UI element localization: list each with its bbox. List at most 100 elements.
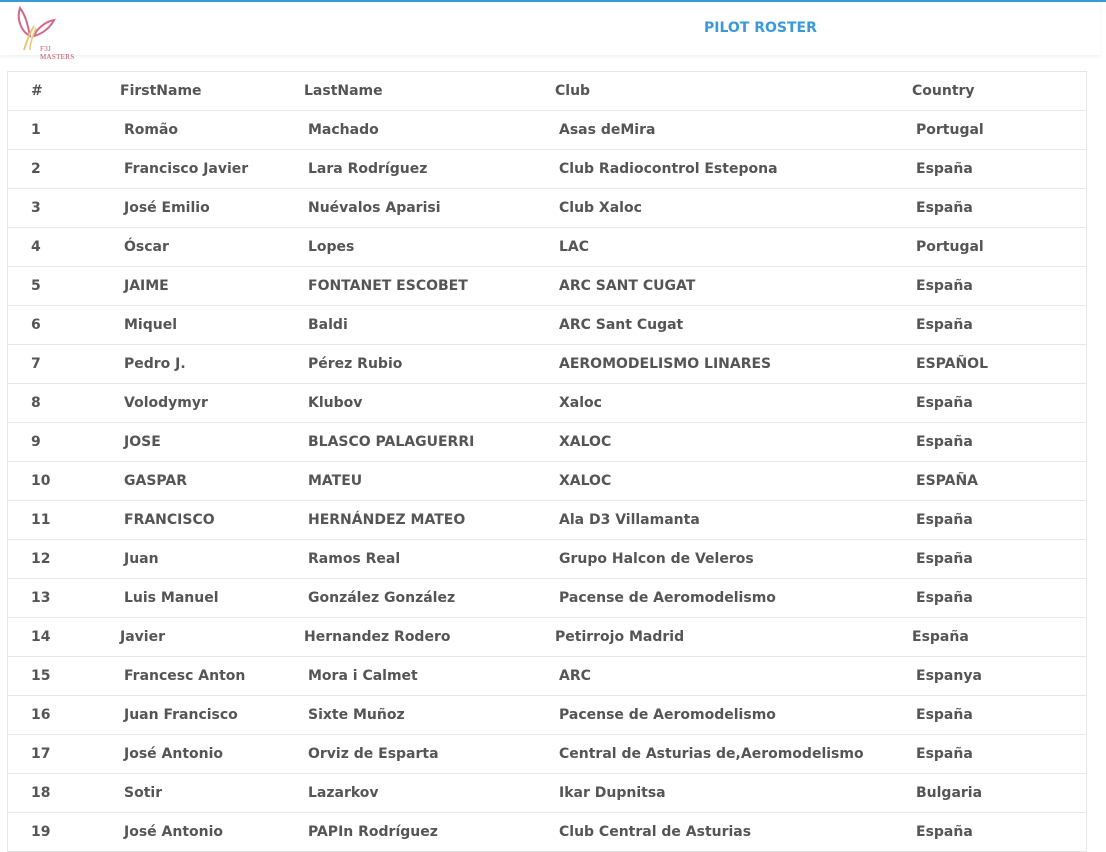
cell-country: España xyxy=(916,707,973,723)
cell-firstname: FRANCISCO xyxy=(124,512,215,528)
cell-country: Portugal xyxy=(916,122,984,138)
cell-club: Pacense de Aeromodelismo xyxy=(559,707,776,723)
cell-country: Bulgaria xyxy=(916,785,983,801)
cell-firstname: Miquel xyxy=(124,317,178,333)
table-row[interactable]: 3 José Emilio Nuévalos Aparisi Club Xaloc Es… xyxy=(8,189,1086,228)
cell-country: España xyxy=(916,746,973,762)
cell-country: España xyxy=(916,434,973,450)
cell-number: 11 xyxy=(31,512,51,528)
cell-number: 6 xyxy=(31,317,41,333)
cell-club: ARC xyxy=(559,668,591,684)
cell-firstname: Pedro J. xyxy=(124,356,186,372)
cell-club: Xaloc xyxy=(559,395,602,411)
cell-country: España xyxy=(916,161,973,177)
table-row[interactable]: 11 FRANCISCO HERNÁNDEZ MATEO Ala D3 Villama… xyxy=(8,501,1086,540)
table-row[interactable]: 17 José Antonio Orviz de Esparta Central de… xyxy=(8,735,1086,774)
table-row[interactable]: 8 Volodymyr Klubov Xaloc España xyxy=(8,384,1086,423)
cell-lastname: Machado xyxy=(308,122,379,138)
cell-firstname: Juan xyxy=(124,551,159,567)
table-row[interactable]: 6 Miquel Baldi ARC Sant Cugat España xyxy=(8,306,1086,345)
cell-lastname: BLASCO PALAGUERRI xyxy=(308,434,475,450)
cell-firstname: Sotir xyxy=(124,785,163,801)
table-row[interactable]: 14 Javier Hernandez Rodero Petirrojo Madrid… xyxy=(8,618,1086,657)
cell-lastname: Pérez Rubio xyxy=(308,356,403,372)
cell-club: LAC xyxy=(559,239,590,255)
cell-country: España xyxy=(916,590,973,606)
table-row[interactable]: 10 GASPAR MATEU XALOC ESPAÑA xyxy=(8,462,1086,501)
cell-club: XALOC xyxy=(559,473,612,489)
cell-club: Ala D3 Villamanta xyxy=(559,512,700,528)
cell-firstname: Volodymyr xyxy=(124,395,208,411)
table-row[interactable]: 15 Francesc Anton Mora i Calmet ARC Espanya xyxy=(8,657,1086,696)
cell-firstname: Romão xyxy=(124,122,179,138)
cell-lastname: Klubov xyxy=(308,395,363,411)
cell-firstname: Óscar xyxy=(124,239,169,255)
cell-number: 7 xyxy=(31,356,41,372)
cell-lastname: Sixte Muñoz xyxy=(308,707,405,723)
cell-club: Club Radiocontrol Estepona xyxy=(559,161,778,177)
cell-club: Club Central de Asturias xyxy=(559,824,752,840)
cell-lastname: Hernandez Rodero xyxy=(304,629,451,645)
table-row[interactable]: 2 Francisco Javier Lara Rodríguez Club Radi… xyxy=(8,150,1086,189)
cell-number: 14 xyxy=(31,629,51,645)
top-accent-line xyxy=(0,0,1106,2)
cell-number: 18 xyxy=(31,785,51,801)
cell-number: 5 xyxy=(31,278,41,294)
cell-number: 17 xyxy=(31,746,51,762)
cell-club: Asas deMira xyxy=(559,122,656,138)
cell-country: ESPAÑOL xyxy=(916,356,988,372)
column-header-club[interactable]: Club xyxy=(555,83,591,99)
cell-lastname: González González xyxy=(308,590,456,606)
cell-firstname: Francesc Anton xyxy=(124,668,246,684)
cell-lastname: Mora i Calmet xyxy=(308,668,418,684)
table-header-row: # FirstName LastName Club Country xyxy=(8,72,1086,111)
column-header-lastname[interactable]: LastName xyxy=(304,83,383,99)
cell-number: 15 xyxy=(31,668,51,684)
column-header-firstname[interactable]: FirstName xyxy=(120,83,202,99)
table-row[interactable]: 13 Luis Manuel González González Pacense de… xyxy=(8,579,1086,618)
cell-firstname: Juan Francisco xyxy=(124,707,238,723)
table-row[interactable]: 16 Juan Francisco Sixte Muñoz Pacense de Ae… xyxy=(8,696,1086,735)
cell-country: España xyxy=(916,395,973,411)
table-row[interactable]: 19 José Antonio PAPIn Rodríguez Club Centra… xyxy=(8,813,1086,851)
column-header-number[interactable]: # xyxy=(31,83,43,99)
cell-firstname: Javier xyxy=(120,629,165,645)
cell-firstname: Luis Manuel xyxy=(124,590,219,606)
cell-number: 9 xyxy=(31,434,41,450)
cell-firstname: José Antonio xyxy=(124,824,224,840)
cell-lastname: Lopes xyxy=(308,239,355,255)
table-row[interactable]: 5 JAIME FONTANET ESCOBET ARC SANT CUGAT Espa… xyxy=(8,267,1086,306)
cell-club: Pacense de Aeromodelismo xyxy=(559,590,776,606)
cell-lastname: Orviz de Esparta xyxy=(308,746,439,762)
cell-firstname: José Antonio xyxy=(124,746,224,762)
cell-club: Club Xaloc xyxy=(559,200,642,216)
cell-club: Grupo Halcon de Veleros xyxy=(559,551,754,567)
cell-number: 16 xyxy=(31,707,51,723)
table-row[interactable]: 7 Pedro J. Pérez Rubio AEROMODELISMO LINARE… xyxy=(8,345,1086,384)
table-row[interactable]: 4 Óscar Lopes LAC Portugal xyxy=(8,228,1086,267)
cell-club: Ikar Dupnitsa xyxy=(559,785,666,801)
cell-lastname: HERNÁNDEZ MATEO xyxy=(308,512,466,528)
cell-country: Portugal xyxy=(916,239,984,255)
table-row[interactable]: 18 Sotir Lazarkov Ikar Dupnitsa Bulgaria xyxy=(8,774,1086,813)
logo[interactable]: F3J MASTERS xyxy=(14,5,80,61)
cell-lastname: Baldi xyxy=(308,317,348,333)
cell-number: 8 xyxy=(31,395,41,411)
table-row[interactable]: 9 JOSE BLASCO PALAGUERRI XALOC España xyxy=(8,423,1086,462)
cell-club: Petirrojo Madrid xyxy=(555,629,685,645)
cell-number: 12 xyxy=(31,551,51,567)
cell-country: España xyxy=(916,824,973,840)
cell-club: Central de Asturias de,Aeromodelismo xyxy=(559,746,864,762)
table-row[interactable]: 12 Juan Ramos Real Grupo Halcon de Veleros E… xyxy=(8,540,1086,579)
column-header-country[interactable]: Country xyxy=(912,83,975,99)
cell-club: ARC SANT CUGAT xyxy=(559,278,696,294)
cell-club: XALOC xyxy=(559,434,612,450)
cell-country: Espanya xyxy=(916,668,982,684)
cell-lastname: Ramos Real xyxy=(308,551,401,567)
wings-logo-icon xyxy=(17,5,56,51)
page-title: PILOT ROSTER xyxy=(704,20,817,36)
cell-number: 2 xyxy=(31,161,41,177)
table-row[interactable]: 1 Romão Machado Asas deMira Portugal xyxy=(8,111,1086,150)
cell-lastname: MATEU xyxy=(308,473,363,489)
cell-firstname: Francisco Javier xyxy=(124,161,249,177)
